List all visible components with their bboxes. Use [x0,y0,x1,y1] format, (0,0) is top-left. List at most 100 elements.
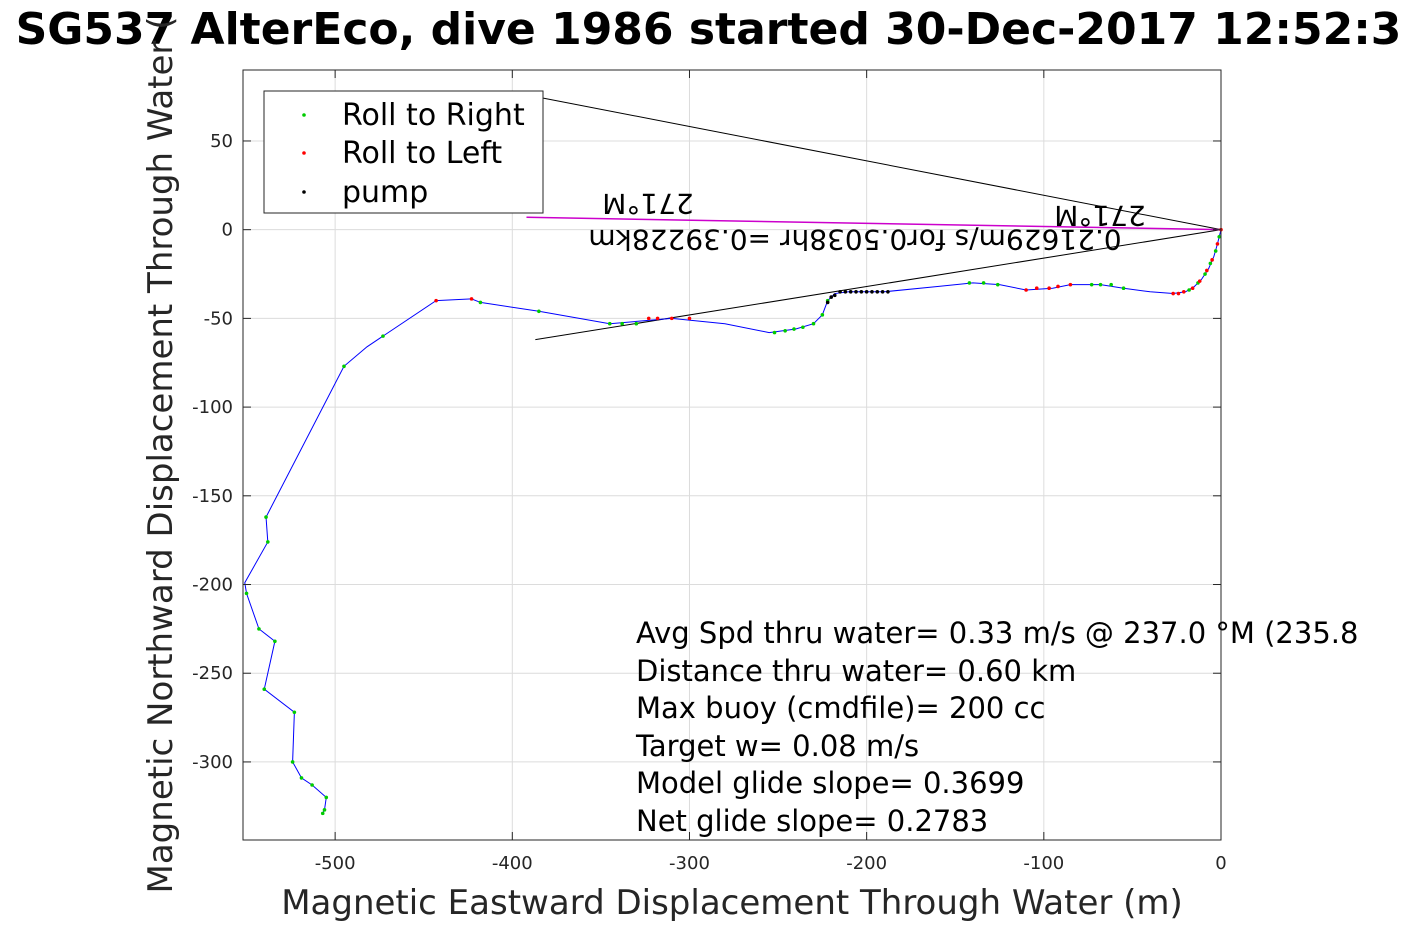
roll-right-point [322,808,327,812]
reference-lines [526,94,1222,341]
annotation-model-glide: Model glide slope= 0.3699 [636,766,1024,800]
annotation-max-buoy: Max buoy (cmdfile)= 200 cc [636,691,1045,725]
y-axis-label: Magnetic Northward Displacement Through … [141,17,181,894]
y-tick-label: -100 [192,397,233,418]
pump-point [886,289,890,294]
legend-marker-pump [302,190,306,194]
roll-right-point [1098,282,1103,287]
current-line [526,216,1222,231]
roll-right-point [381,334,385,338]
roll-left-point [646,316,651,321]
pump-point [870,289,874,294]
pump-point [859,289,864,294]
reference-line [535,229,1222,341]
roll-left-point [1176,291,1181,296]
roll-left-point [1068,282,1073,287]
y-tick-label: -300 [192,752,233,773]
x-tick-label: -100 [1023,853,1064,874]
roll-left-point [1034,286,1039,291]
legend-label-pump: pump [342,175,428,210]
roll-right-point [290,760,295,764]
roll-right-point [310,783,314,787]
pump-point [848,289,853,294]
roll-left-point [1190,286,1195,291]
roll-right-point [772,330,777,335]
roll-left-point [1210,258,1214,262]
roll-left-point [1047,286,1051,291]
x-tick-label: -500 [315,853,356,874]
roll-left-point [1181,289,1186,294]
pump-point [832,293,837,298]
y-axis-ticks: -300 -250 -200 -150 -100 -50 0 50 [192,131,1221,773]
roll-left-point [1215,242,1220,246]
roll-right-point [1217,234,1222,239]
y-tick-label: -50 [204,308,233,329]
roll-right-point [324,795,329,800]
x-tick-label: -200 [846,853,887,874]
roll-left-point [434,298,438,303]
legend-marker-roll-left [302,151,306,155]
roll-right-point [1208,261,1213,266]
annotations: Avg Spd thru water= 0.33 m/s @ 237.0 °M … [635,616,1358,838]
roll-right-point [995,282,1000,287]
roll-left-point [1056,284,1060,289]
roll-right-point [320,811,325,816]
chart-title: SG537 AlterEco, dive 1986 started 30-Dec… [15,4,1402,55]
roll-left-point [1197,279,1202,283]
roll-right-point [266,540,270,544]
pump-series [825,289,890,305]
y-tick-label: 0 [222,220,233,241]
current-vector [526,216,1222,231]
y-tick-label: -200 [192,575,233,596]
roll-right-point [1213,249,1218,253]
roll-right-point [273,639,277,644]
annotation-distance: Distance thru water= 0.60 km [636,654,1076,688]
roll-left-point [1171,291,1175,296]
pump-point [825,300,830,305]
annotation-net-glide: Net glide slope= 0.2783 [636,804,988,838]
y-tick-label: -250 [192,663,233,684]
roll-right-point [634,321,639,326]
pump-point [838,289,842,294]
x-axis-label: Magnetic Eastward Displacement Through W… [281,883,1183,923]
roll-right-point [244,591,249,596]
roll-right-point [257,627,261,631]
y-tick-label: 50 [210,131,233,152]
heading-label-left: 271°M [602,187,694,220]
roll-left-point [1024,288,1028,292]
legend-label-roll-left: Roll to Left [342,136,502,171]
roll-right-point [1203,272,1207,276]
roll-right-point [607,321,612,326]
x-tick-label: -300 [669,853,710,874]
roll-right-point [478,300,483,305]
pump-point [875,289,880,294]
pump-point [829,295,834,299]
roll-right-point [981,281,986,285]
roll-right-point [967,281,972,285]
roll-right-point [299,776,304,780]
roll-right-point [792,327,796,331]
plot-frame [242,69,1222,841]
pump-point [843,289,848,294]
x-tick-label: -400 [492,853,533,874]
legend-box [263,90,544,214]
pump-point [880,289,885,294]
roll-right-point [811,321,816,326]
roll-right-point [620,321,624,326]
flipped-labels: 0.21629m/s for0.5038hr =0.39228km 271°M … [588,187,1145,256]
annotation-avg-speed: Avg Spd thru water= 0.33 m/s @ 237.0 °M … [636,616,1358,650]
roll-right-point [1109,282,1113,287]
roll-left-series [434,227,1223,321]
reference-line [526,94,1222,231]
x-axis-ticks: -500 -400 -300 -200 -100 0 [315,70,1227,874]
roll-right-point [783,329,787,333]
legend-marker-roll-right [302,113,306,117]
roll-right-point [1089,282,1094,287]
roll-right-point [262,687,267,691]
legend-label-roll-right: Roll to Right [342,98,525,133]
roll-right-point [801,325,805,330]
current-speed-label: 0.21629m/s for0.5038hr =0.39228km [588,223,1121,256]
heading-label-right: 271°M [1054,199,1146,232]
